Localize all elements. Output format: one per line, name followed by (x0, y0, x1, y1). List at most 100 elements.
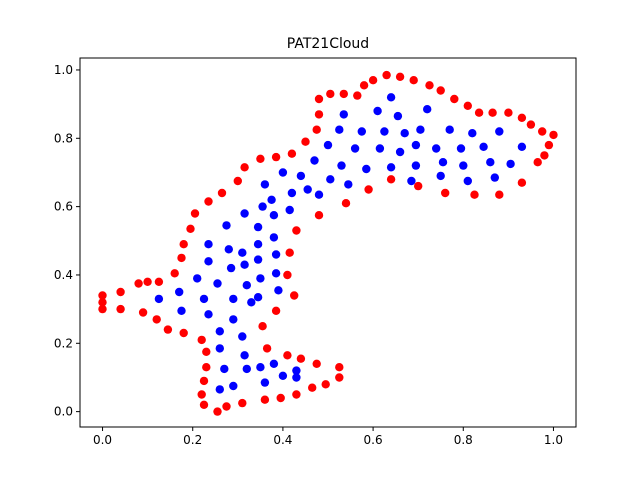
scatter-point (432, 144, 441, 153)
scatter-point (296, 354, 306, 363)
scatter-point (285, 205, 294, 215)
scatter-point (222, 221, 231, 230)
scatter-point (292, 226, 301, 235)
scatter-point (226, 263, 236, 273)
scatter-point (290, 291, 299, 300)
scatter-point (271, 269, 281, 278)
scatter-point (269, 211, 279, 220)
scatter-point (271, 306, 281, 315)
scatter-point (193, 274, 202, 283)
scatter-point (202, 363, 211, 372)
scatter-point (326, 175, 335, 184)
scatter-point (143, 277, 152, 286)
x-tick-label: 0.0 (93, 433, 112, 447)
scatter-point (258, 202, 267, 211)
scatter-point (301, 137, 310, 146)
scatter-point (267, 195, 276, 204)
scatter-point (256, 154, 265, 163)
scatter-point (362, 164, 371, 174)
scatter-point (436, 86, 445, 95)
scatter-point (287, 188, 297, 198)
scatter-point (256, 274, 265, 283)
scatter-point (425, 81, 434, 90)
scatter-point (312, 359, 321, 368)
scatter-point (215, 344, 224, 353)
scatter-point (359, 81, 369, 90)
scatter-point (486, 158, 495, 167)
scatter-point (375, 144, 385, 153)
scatter-point (526, 120, 536, 129)
scatter-point (253, 222, 263, 232)
scatter-point (407, 176, 416, 186)
scatter-point (204, 240, 213, 249)
scatter-point (202, 347, 211, 356)
scatter-point (238, 248, 247, 257)
scatter-point (423, 105, 432, 114)
scatter-point (240, 260, 249, 269)
scatter-point (269, 233, 279, 242)
scatter-point (247, 298, 256, 307)
scatter-point (292, 373, 301, 382)
scatter-point (335, 373, 344, 382)
scatter-point (242, 281, 251, 290)
scatter-point (274, 286, 283, 295)
scatter-point (199, 294, 209, 304)
scatter-point (335, 125, 344, 134)
scatter-point (215, 385, 224, 394)
scatter-point (262, 344, 272, 353)
scatter-point (414, 181, 423, 191)
plot-frame (79, 57, 577, 428)
scatter-point (278, 371, 288, 380)
scatter-point (470, 190, 479, 199)
scatter-point (197, 390, 206, 399)
y-tick-label: 0.0 (54, 405, 73, 419)
scatter-point (222, 402, 231, 411)
scatter-point (468, 129, 477, 138)
scatter-point (517, 178, 527, 187)
scatter-point (549, 130, 558, 140)
scatter-point (242, 364, 251, 374)
scatter-point (138, 308, 148, 317)
scatter-point (474, 108, 484, 117)
scatter-point (479, 142, 488, 151)
scatter-point (258, 322, 267, 331)
scatter-point (517, 113, 527, 123)
scatter-point (339, 89, 348, 99)
scatter-point (204, 197, 213, 206)
scatter-point (179, 240, 188, 249)
scatter-point (229, 381, 238, 391)
scatter-point (303, 185, 312, 194)
scatter-point (314, 190, 324, 199)
chart-title: PAT21Cloud (287, 36, 369, 52)
y-tick-label: 0.4 (54, 268, 73, 282)
scatter-point (220, 364, 229, 374)
scatter-point (154, 294, 164, 304)
scatter-point (285, 248, 294, 257)
scatter-point (544, 140, 554, 150)
scatter-point (350, 144, 360, 153)
scatter-point (463, 101, 472, 111)
scatter-point (400, 129, 409, 138)
scatter-point (411, 161, 421, 170)
scatter-point (386, 163, 396, 172)
x-tick-label: 0.2 (183, 433, 202, 447)
scatter-point (517, 142, 527, 151)
scatter-point (260, 395, 270, 404)
scatter-point (229, 294, 238, 304)
scatter-point (337, 161, 346, 170)
scatter-point (224, 245, 233, 254)
scatter-point (341, 199, 351, 208)
scatter-point (459, 161, 468, 170)
scatter-point (409, 76, 418, 85)
scatter-point (199, 400, 209, 409)
scatter-point (238, 398, 247, 408)
y-tick-label: 0.6 (54, 200, 73, 214)
scatter-point (190, 209, 200, 218)
scatter-point (312, 125, 321, 134)
scatter-point (314, 110, 324, 119)
scatter-point (271, 250, 281, 259)
scatter-point (98, 291, 107, 300)
scatter-point (538, 127, 547, 136)
